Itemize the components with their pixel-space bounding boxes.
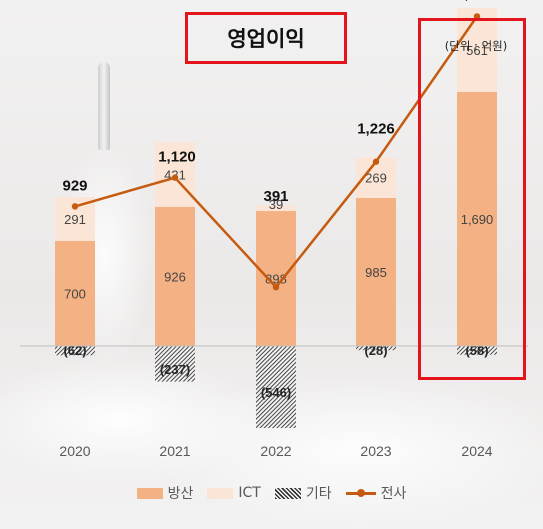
bar-defense-2021 [155,206,195,346]
unit-label: (단위 : 억원) [444,39,508,53]
bar-other-2020 [55,346,95,356]
x-tick-2021: 2021 [159,443,190,459]
highlight-2024-box [418,18,526,380]
label-ict-2024: 561 [466,43,488,58]
label-defense-2023: 985 [365,265,387,280]
bar-other-2024 [457,346,497,355]
rocket-image [98,62,110,150]
total-point-2024 [473,13,481,20]
legend-swatch-total [345,488,376,499]
legend-swatch-ict [207,487,234,499]
label-total-2020: 929 [62,177,87,194]
legend: 방산 ICT 기타 전사 [0,483,543,503]
label-defense-2021: 926 [164,269,186,284]
total-point-2021 [171,174,179,181]
label-total-2024: 2,193 [456,0,494,2]
label-total-2021: 1,120 [158,149,196,166]
x-axis: 2020 2021 2022 2023 2024 [20,345,528,459]
legend-label-ict: ICT [238,485,261,501]
label-ict-2020: 291 [64,212,86,227]
legend-label-total: 전사 [380,486,407,502]
total-point-2023 [372,158,380,165]
label-other-2023: (28) [364,343,387,358]
label-other-2021: (237) [160,362,190,377]
x-tick-2020: 2020 [59,443,90,459]
x-tick-2024: 2024 [461,443,492,459]
total-point-2020 [71,203,79,210]
label-other-2020: (62) [63,343,86,358]
bar-defense-2022 [256,211,296,346]
label-other-2024: (58) [465,343,488,358]
x-tick-2022: 2022 [260,443,291,459]
bar-other-2022 [256,346,296,429]
label-ict-2023: 269 [365,171,387,186]
legend-swatch-other [274,487,301,499]
bar-ict-2022 [256,205,296,212]
legend-swatch-defense [136,487,163,499]
legend-label-defense: 방산 [167,486,194,502]
label-defense-2020: 700 [64,286,86,301]
legend-item-ict: ICT [207,485,261,501]
label-ict-2022: 39 [269,197,283,212]
bar-other-2023 [356,346,396,351]
bar-ict-2021 [155,142,195,207]
chart-title: 영업이익 [185,12,347,64]
bar-other-2021 [155,346,195,382]
legend-item-other: 기타 [274,483,332,503]
bar-ict-2024 [457,7,497,92]
bar-defense-2023 [356,197,396,346]
legend-item-defense: 방산 [136,483,194,503]
legend-label-other: 기타 [305,486,332,502]
label-other-2022: (546) [261,385,291,400]
label-defense-2024: 1,690 [461,212,494,227]
x-tick-2023: 2023 [360,443,391,459]
bar-defense-2020 [55,240,95,346]
bar-defense-2024 [457,91,497,346]
legend-item-total: 전사 [345,483,407,503]
bar-layer [55,7,497,429]
label-total-2022: 391 [263,188,288,205]
label-total-2023: 1,226 [357,121,395,138]
total-line-layer [71,13,481,291]
total-point-2022 [272,284,280,291]
